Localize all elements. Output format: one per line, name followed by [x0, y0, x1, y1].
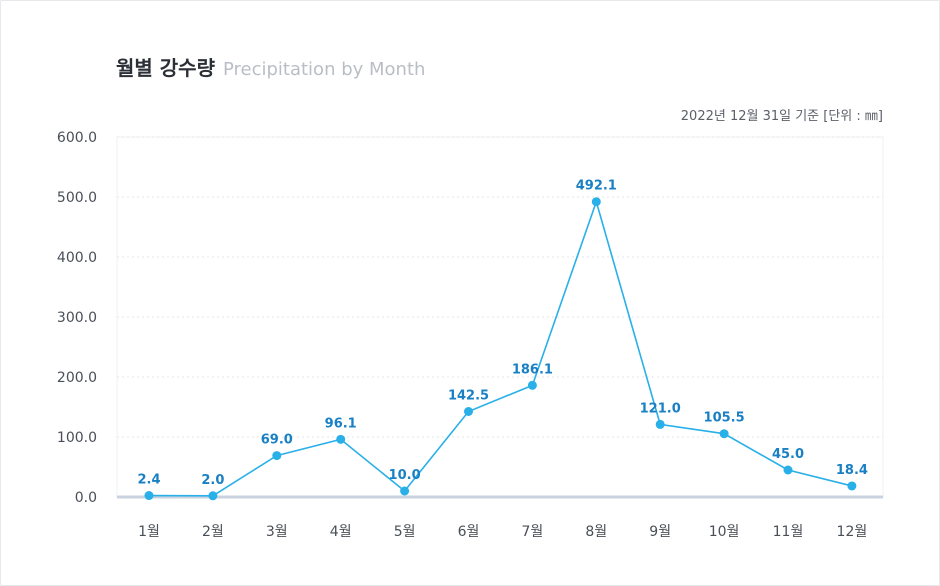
series-line: [148, 199, 853, 497]
data-label: 96.1: [325, 416, 357, 431]
y-tick-label: 300.0: [57, 310, 97, 326]
x-tick-label: 1월: [138, 524, 160, 540]
data-point: [400, 486, 410, 496]
x-tick-label: 11월: [773, 524, 804, 540]
x-tick-label: 10월: [709, 524, 740, 540]
chart-title: 월별 강수량 Precipitation by Month: [116, 52, 425, 81]
data-point: [655, 419, 665, 429]
x-tick-label: 5월: [394, 524, 416, 540]
x-tick-label: 9월: [649, 524, 671, 540]
x-tick-label: 7월: [522, 524, 544, 540]
data-label: 10.0: [389, 468, 421, 483]
x-tick-label: 3월: [266, 524, 288, 540]
data-label: 142.5: [448, 389, 489, 404]
title-korean: 월별 강수량: [116, 56, 215, 80]
data-label: 105.5: [704, 411, 745, 426]
data-label: 18.4: [836, 463, 868, 478]
plot-area-background: [116, 136, 884, 498]
data-point: [591, 197, 601, 207]
y-tick-label: 400.0: [57, 250, 97, 266]
data-point: [847, 481, 857, 491]
y-tick-label: 100.0: [57, 430, 97, 446]
data-point: [272, 451, 282, 461]
data-point: [208, 491, 218, 501]
y-tick-label: 500.0: [57, 190, 97, 206]
x-tick-label: 4월: [330, 524, 352, 540]
y-tick-label: 600.0: [57, 130, 97, 146]
data-label: 69.0: [261, 433, 293, 448]
x-tick-label: 12월: [837, 524, 868, 540]
y-tick-label: 200.0: [57, 370, 97, 386]
x-tick-label: 2월: [202, 524, 224, 540]
data-label: 121.0: [640, 401, 681, 416]
data-point: [719, 429, 729, 439]
data-label: 2.4: [137, 473, 160, 488]
data-point: [527, 380, 537, 390]
data-label: 186.1: [512, 362, 553, 377]
data-label: 45.0: [772, 447, 804, 462]
y-tick-label: 0.0: [75, 490, 97, 506]
data-point: [144, 491, 154, 501]
data-point: [336, 434, 346, 444]
data-point: [783, 465, 793, 475]
data-point: [464, 407, 473, 416]
x-tick-label: 6월: [458, 524, 480, 540]
x-tick-label: 8월: [585, 524, 607, 540]
title-english: Precipitation by Month: [222, 59, 426, 80]
data-label: 492.1: [576, 179, 617, 194]
data-label: 2.0: [201, 473, 224, 488]
reference-date-unit-note: 2022년 12월 31일 기준 [단위 : ㎜]: [680, 109, 883, 124]
